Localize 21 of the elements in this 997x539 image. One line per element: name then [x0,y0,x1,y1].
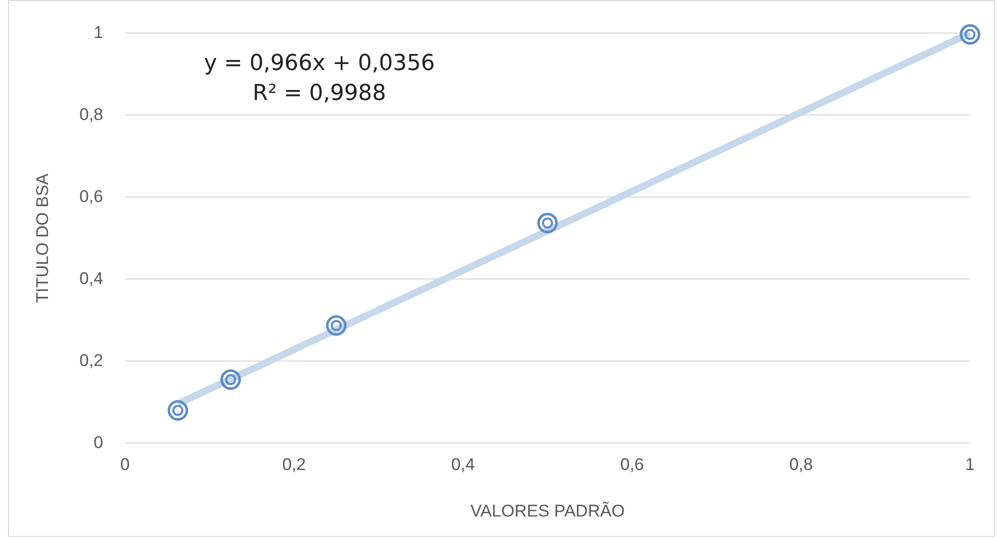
x-tick-label: 0,4 [451,455,475,474]
x-tick-label: 0,8 [789,455,813,474]
x-tick-label: 0 [120,455,130,474]
point [220,369,241,390]
y-tick-label: 1 [94,22,104,42]
point [326,315,347,336]
x-axis-title: VALORES PADRÃO [470,501,625,520]
y-tick-label: 0,8 [79,104,104,124]
x-tick-label: 0,2 [282,455,306,474]
point [168,400,188,421]
x-tick-label: 0,6 [620,455,644,474]
point [537,212,558,234]
annotation: R² = 0,9988 [252,80,388,108]
y-tick-label: 0,6 [79,186,104,206]
y-tick-label: 0,2 [79,350,104,370]
y-axis-title: TITULO DO BSA [32,172,52,303]
y-tick-label: 0,4 [79,268,104,288]
y-tick-label: 0 [94,432,104,452]
annotation: y = 0,966x + 0,0356 [204,50,435,78]
x-tick-label: 1 [965,455,975,474]
point [960,24,980,45]
